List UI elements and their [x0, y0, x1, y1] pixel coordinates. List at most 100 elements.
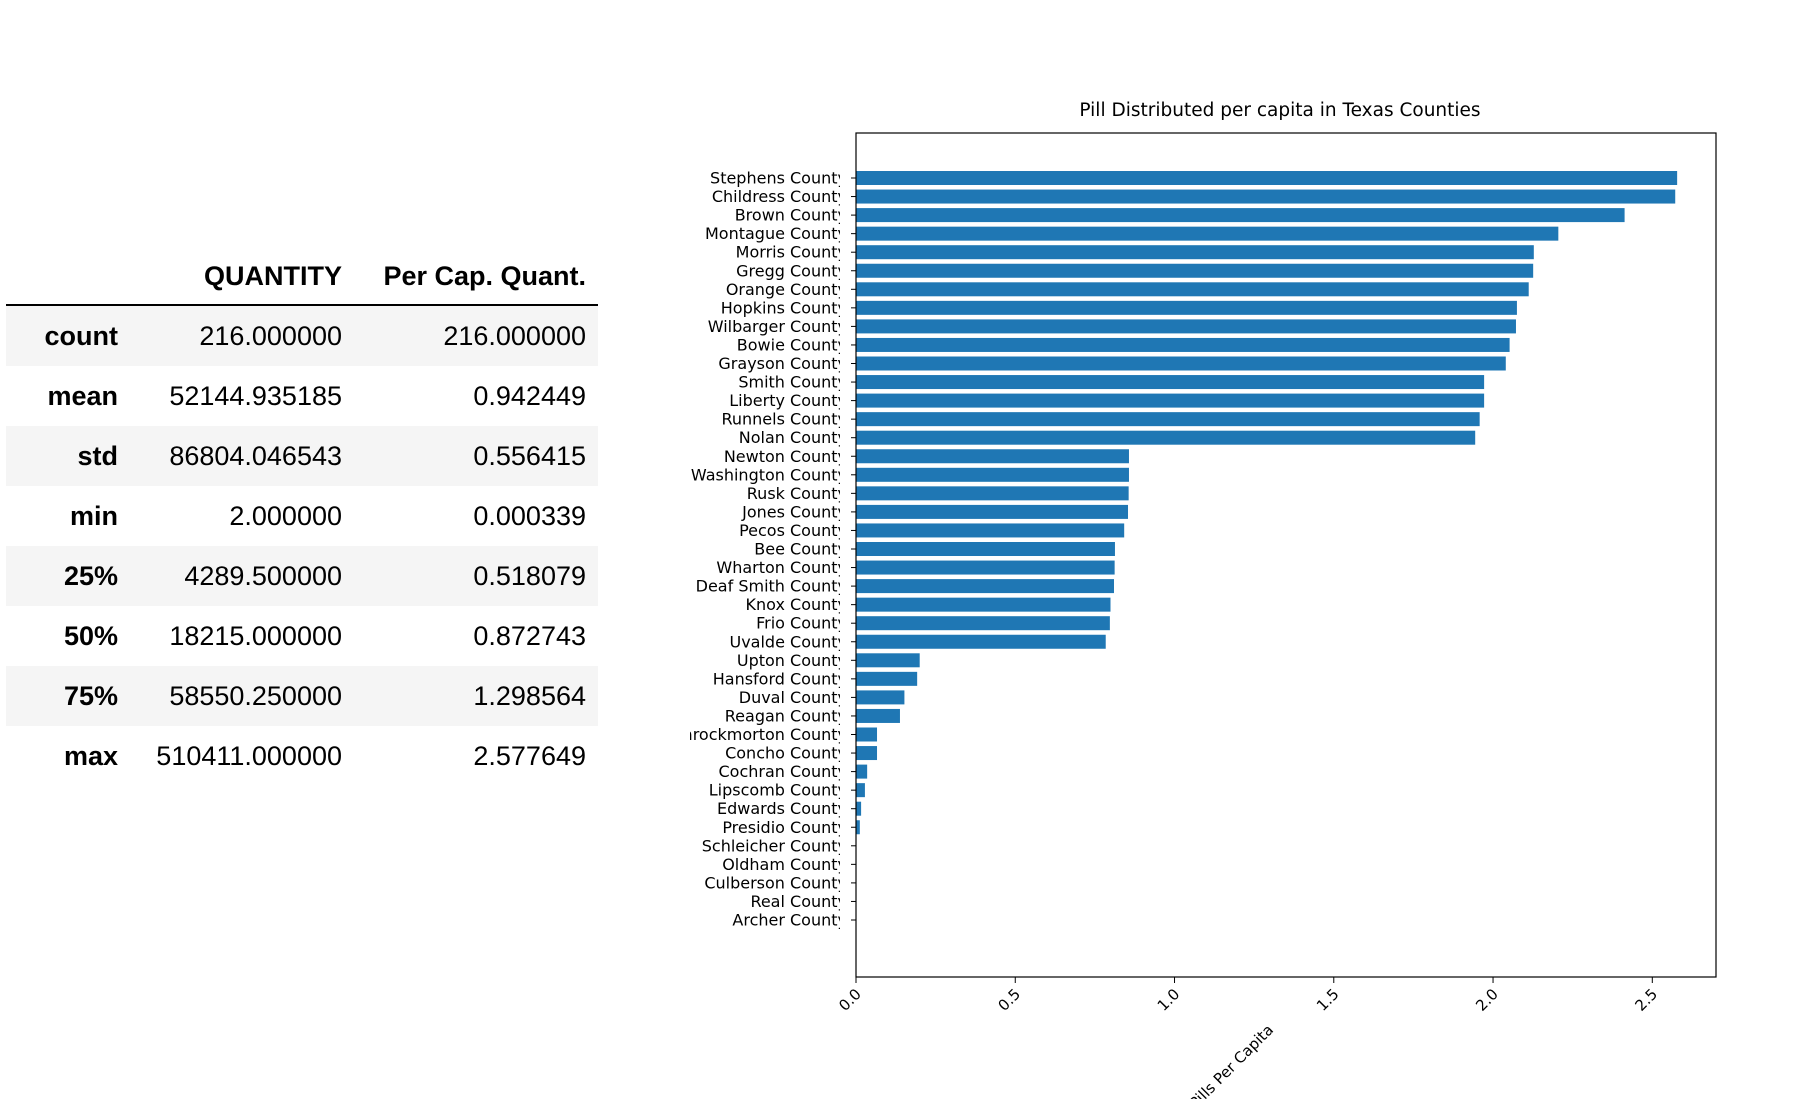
category-label: Liberty County [729, 391, 847, 410]
row-label: count [44, 320, 119, 351]
bar [856, 189, 1676, 204]
bar [856, 356, 1506, 371]
category-label: Archer County [732, 911, 847, 930]
category-label: Stephens County [710, 169, 847, 188]
bar [856, 820, 860, 835]
category-label: Reagan County [725, 706, 847, 725]
category-label: Rusk County [747, 484, 847, 503]
row-label: min [69, 500, 118, 531]
bar [856, 708, 900, 723]
bar-chart: Pill Distributed per capita in Texas Cou… [690, 100, 1717, 1099]
category-label: Frio County [756, 614, 847, 633]
x-axis-ticks: 0.0 0.5 1.0 1.5 2.0 2.5 [835, 977, 1661, 1015]
per-cap-cell: 0.556415 [473, 440, 586, 471]
category-label: Oldham County [722, 855, 847, 874]
per-cap-cell: 0.000339 [473, 500, 586, 531]
quantity-cell: 86804.046543 [169, 440, 342, 471]
bar [856, 245, 1534, 260]
bar [856, 690, 905, 705]
category-label: Bee County [754, 540, 847, 559]
bar [856, 634, 1106, 649]
category-label: Pecos County [739, 521, 847, 540]
per-cap-cell: 0.872743 [473, 620, 586, 651]
bar [856, 449, 1129, 464]
row-label: 25% [63, 560, 118, 591]
category-label: Knox County [746, 595, 847, 614]
bar [856, 208, 1625, 223]
bar [856, 337, 1510, 352]
quantity-cell: 58550.250000 [169, 680, 342, 711]
bar-chart-container: Pill Distributed per capita in Texas Cou… [690, 95, 1806, 1099]
bar [856, 727, 878, 742]
per-cap-cell: 0.942449 [473, 380, 586, 411]
quantity-cell: 52144.935185 [169, 380, 342, 411]
category-label: Bowie County [737, 335, 847, 354]
category-label: Uvalde County [730, 632, 848, 651]
bar [856, 764, 868, 779]
table-row: 50% 18215.000000 0.872743 [6, 606, 598, 666]
row-label: std [77, 440, 119, 471]
quantity-cell: 4289.500000 [184, 560, 342, 591]
category-label: Morris County [736, 243, 847, 262]
bar [856, 671, 918, 686]
quantity-cell: 510411.000000 [156, 740, 342, 771]
category-label: Concho County [725, 744, 847, 763]
bar [856, 579, 1114, 594]
bar [856, 171, 1678, 185]
bar [856, 263, 1534, 278]
x-tick-label: 0.0 [835, 985, 865, 1015]
summary-statistics-table: QUANTITY Per Cap. Quant. count 216.00000… [6, 248, 598, 786]
table-row: 25% 4289.500000 0.518079 [6, 546, 598, 606]
bar [856, 467, 1129, 482]
bar [856, 226, 1559, 241]
bar [856, 653, 920, 668]
category-label: Real County [750, 892, 847, 911]
category-label: Wilbarger County [708, 317, 847, 336]
category-label: Deaf Smith County [696, 577, 847, 596]
x-tick-label: 1.5 [1313, 985, 1343, 1015]
bars-group [851, 171, 1678, 927]
category-label: Gregg County [736, 261, 847, 280]
per-cap-cell: 1.298564 [473, 680, 586, 711]
table-row: mean 52144.935185 0.942449 [6, 366, 598, 426]
category-label: Culberson County [704, 873, 847, 892]
bar [856, 319, 1516, 334]
category-label: Edwards County [717, 799, 847, 818]
bar [856, 282, 1529, 297]
table-row: count 216.000000 216.000000 [6, 305, 598, 366]
category-label: Throckmorton County [690, 725, 847, 744]
bar [856, 783, 865, 798]
x-tick-label: 1.0 [1154, 985, 1184, 1015]
table-row: min 2.000000 0.000339 [6, 486, 598, 546]
category-label: Presidio County [722, 818, 847, 837]
bar [856, 375, 1485, 390]
bar [856, 300, 1517, 315]
table-header-row: QUANTITY Per Cap. Quant. [6, 248, 598, 305]
bar [856, 560, 1115, 575]
category-label: Jones County [741, 502, 847, 521]
per-cap-cell: 216.000000 [443, 320, 586, 351]
category-label: Newton County [724, 447, 847, 466]
per-cap-cell: 0.518079 [473, 560, 586, 591]
category-label: Runnels County [721, 410, 847, 429]
quantity-cell: 18215.000000 [169, 620, 342, 651]
category-label: Washington County [691, 465, 847, 484]
category-label: Schleicher County [702, 836, 847, 855]
x-axis-title: Pills Per Capita [1186, 1021, 1277, 1099]
category-label: Hansford County [713, 669, 847, 688]
quantity-cell: 216.000000 [199, 320, 342, 351]
category-label: Grayson County [718, 354, 847, 373]
index-header [6, 248, 130, 305]
bar [856, 746, 878, 761]
category-label: Lipscomb County [709, 781, 847, 800]
category-label: Hopkins County [721, 298, 847, 317]
table-row: std 86804.046543 0.556415 [6, 426, 598, 486]
bar [856, 412, 1480, 427]
category-label: Smith County [738, 373, 847, 392]
bar [856, 801, 862, 816]
category-label: Duval County [739, 688, 847, 707]
quantity-header: QUANTITY [204, 260, 342, 291]
x-tick-label: 2.0 [1472, 985, 1502, 1015]
row-label: mean [47, 380, 118, 411]
